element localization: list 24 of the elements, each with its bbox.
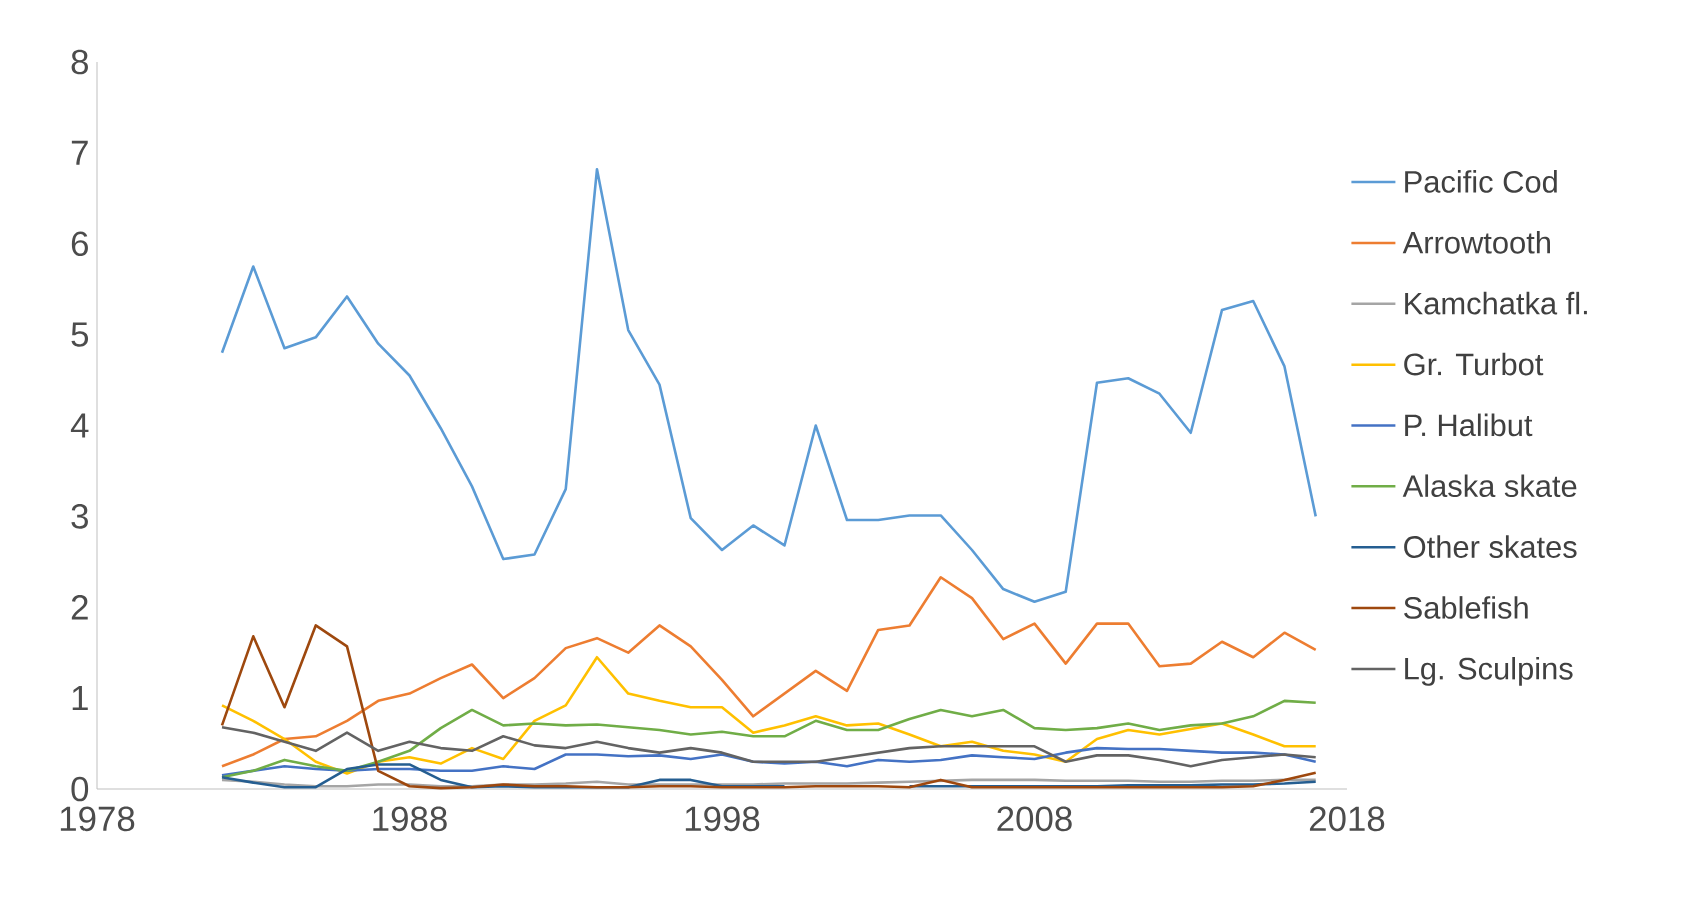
legend-label: Sablefish xyxy=(1404,596,1528,619)
y-tick-label: 3 xyxy=(71,504,88,529)
legend-label: Kamchatka fl. xyxy=(1405,291,1587,315)
y-tick-label: 0 xyxy=(71,776,89,802)
y-tick-label: 2 xyxy=(71,595,88,620)
x-tick-label: 2008 xyxy=(997,806,1072,832)
y-tick-label: 8 xyxy=(71,49,88,75)
y-tick-label: 5 xyxy=(71,322,89,347)
x-tick-label: 1978 xyxy=(60,806,135,832)
x-tick-label: 1988 xyxy=(373,806,447,832)
legend-label: Pacific Cod xyxy=(1405,170,1557,193)
y-tick-label: 6 xyxy=(71,231,88,257)
line-series xyxy=(220,167,1318,604)
legend-label: Arrowtooth xyxy=(1402,230,1550,254)
y-tick-label: 4 xyxy=(70,413,89,438)
y-tick-label: 1 xyxy=(72,686,88,711)
x-tick-label: 1998 xyxy=(685,806,760,832)
legend-label: Lg. Sculpins xyxy=(1405,656,1573,686)
legend-label: Gr. Turbot xyxy=(1404,352,1544,376)
x-tick-label: 2018 xyxy=(1309,806,1385,832)
y-tick-label: 7 xyxy=(71,140,88,165)
legend-label: Other skates xyxy=(1404,535,1577,558)
legend-label: Alaska skate xyxy=(1402,474,1577,498)
legend-label: P. Halibut xyxy=(1405,413,1533,437)
